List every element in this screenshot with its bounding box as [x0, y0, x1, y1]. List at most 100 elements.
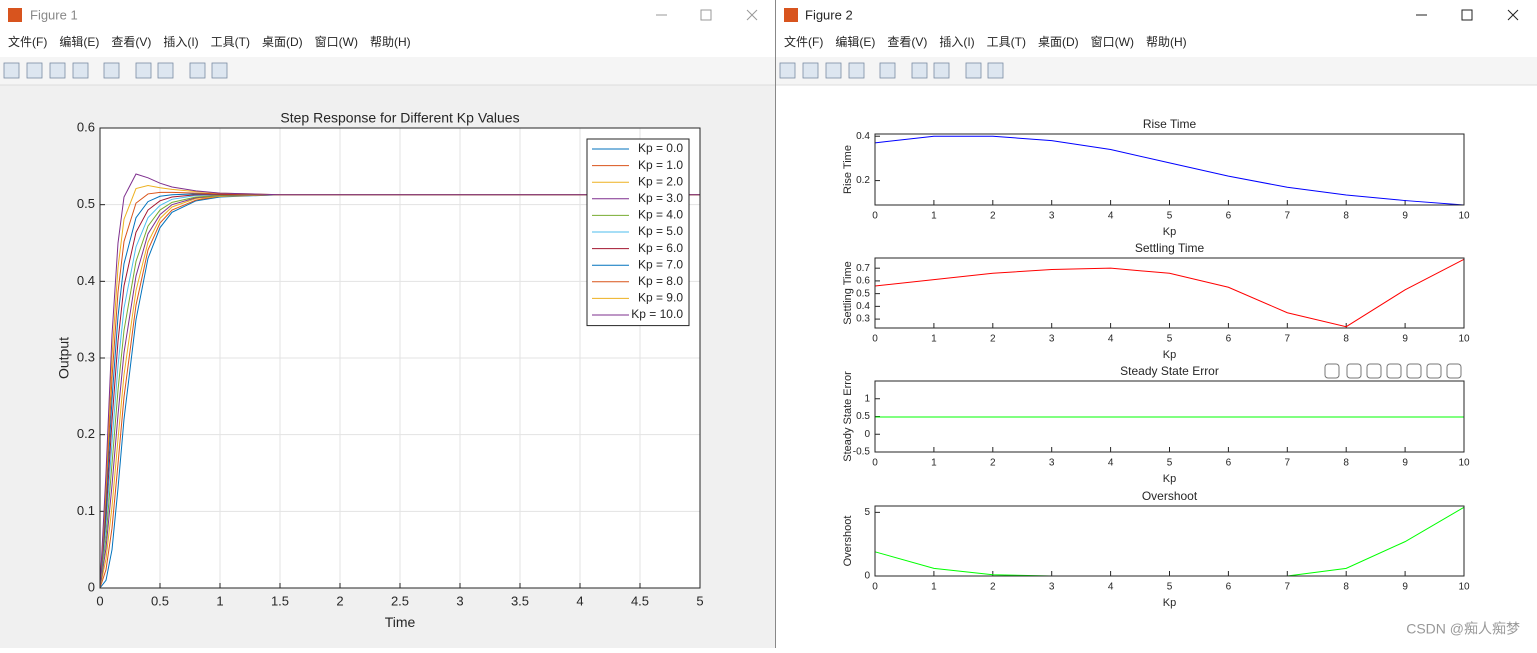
toolbar-button[interactable]: [157, 62, 174, 79]
toolbar-button[interactable]: [911, 62, 928, 79]
axes-toolbar-button[interactable]: [1324, 363, 1340, 379]
legend-label: Kp = 2.0: [638, 174, 683, 188]
legend-label: Kp = 4.0: [638, 208, 683, 222]
toolbar-button[interactable]: [879, 62, 896, 79]
maximize[interactable]: [1461, 9, 1473, 21]
menu-item[interactable]: 工具(T): [987, 35, 1026, 49]
y-tick-label: 0.2: [77, 426, 95, 441]
x-tick-label: 8: [1343, 582, 1349, 593]
menu-item[interactable]: 窗口(W): [1091, 35, 1134, 49]
menu-item[interactable]: 文件(F): [784, 34, 823, 49]
x-tick-label: 7: [1285, 334, 1291, 345]
toolbar-button[interactable]: [103, 62, 120, 79]
y-axis-label: Overshoot: [842, 516, 854, 567]
toolbar-button[interactable]: [987, 62, 1004, 79]
x-tick-label: 6: [1226, 334, 1232, 345]
toolbar-button[interactable]: [779, 62, 796, 79]
x-tick-label: 2.5: [391, 593, 409, 608]
legend-label: Kp = 1.0: [638, 158, 683, 172]
axes-toolbar-button[interactable]: [1346, 363, 1362, 379]
toolbar-button[interactable]: [26, 62, 43, 79]
y-axis-label: Output: [56, 337, 72, 379]
x-tick-label: 9: [1402, 582, 1408, 593]
menu-item[interactable]: 帮助(H): [370, 35, 411, 49]
y-tick-label: 0.3: [77, 349, 95, 364]
app-icon: [784, 8, 798, 22]
menu-item[interactable]: 查看(V): [111, 35, 151, 49]
x-tick-label: 4: [1108, 458, 1114, 469]
x-tick-label: 8: [1343, 458, 1349, 469]
x-tick-label: 8: [1343, 211, 1349, 222]
x-tick-label: 4: [1108, 211, 1114, 222]
x-tick-label: 4.5: [631, 593, 649, 608]
data-line: [99, 173, 700, 589]
toolbar-button[interactable]: [802, 62, 819, 79]
axes-toolbar-button[interactable]: [1446, 363, 1462, 379]
menu-item[interactable]: 插入(I): [163, 35, 198, 49]
toolbar-button[interactable]: [965, 62, 982, 79]
menu-item[interactable]: 窗口(W): [315, 35, 358, 49]
x-tick-label: 10: [1458, 334, 1470, 345]
menu-item[interactable]: 插入(I): [939, 35, 974, 49]
x-tick-label: 10: [1458, 211, 1470, 222]
x-tick-label: 1: [931, 334, 937, 345]
y-tick-label: 0.5: [856, 288, 870, 299]
x-tick-label: 0: [872, 334, 878, 345]
menu-item[interactable]: 桌面(D): [1038, 35, 1079, 49]
watermark: CSDN @痴人痴梦: [1406, 621, 1520, 637]
close[interactable]: [1507, 9, 1519, 21]
x-axis-label: Kp: [1163, 226, 1176, 238]
toolbar-button[interactable]: [211, 62, 228, 79]
legend-label: Kp = 6.0: [638, 241, 683, 255]
toolbar-button[interactable]: [933, 62, 950, 79]
x-tick-label: 8: [1343, 334, 1349, 345]
x-tick-label: 9: [1402, 334, 1408, 345]
menu-item[interactable]: 桌面(D): [262, 35, 303, 49]
axes-toolbar-button[interactable]: [1386, 363, 1402, 379]
menu-item[interactable]: 编辑(E): [835, 34, 875, 49]
x-tick-label: 5: [1167, 211, 1173, 222]
window-title: Figure 2: [805, 7, 853, 22]
menu-item[interactable]: 工具(T): [211, 35, 250, 49]
x-tick-label: 3: [456, 593, 463, 608]
x-tick-label: 2: [990, 334, 996, 345]
toolbar-button[interactable]: [848, 62, 865, 79]
y-tick-label: 0.5: [856, 411, 870, 422]
x-tick-label: 2: [336, 593, 343, 608]
data-line: [874, 135, 1465, 206]
chart-title: Settling Time: [1135, 241, 1205, 255]
menu-item[interactable]: 查看(V): [887, 35, 927, 49]
x-tick-label: 4: [1108, 582, 1114, 593]
axes-toolbar-button[interactable]: [1426, 363, 1442, 379]
axes-box: [99, 127, 701, 589]
axes-toolbar-button[interactable]: [1406, 363, 1422, 379]
close[interactable]: [746, 9, 758, 21]
x-tick-label: 7: [1285, 211, 1291, 222]
x-tick-label: 9: [1402, 211, 1408, 222]
y-axis-label: Steady State Error: [842, 371, 854, 462]
maximize[interactable]: [700, 9, 712, 21]
app-icon: [8, 8, 22, 22]
x-tick-label: 5: [696, 593, 703, 608]
x-tick-label: 1: [931, 582, 937, 593]
axes-box: [874, 380, 1465, 453]
menu-item[interactable]: 帮助(H): [1146, 35, 1187, 49]
y-tick-label: 0: [864, 429, 870, 440]
toolbar-button[interactable]: [3, 62, 20, 79]
toolbar-button[interactable]: [189, 62, 206, 79]
x-tick-label: 0: [96, 593, 103, 608]
y-tick-label: 0.5: [77, 196, 95, 211]
toolbar-button[interactable]: [825, 62, 842, 79]
axes-box: [874, 505, 1465, 577]
toolbar-button[interactable]: [135, 62, 152, 79]
x-tick-label: 0: [872, 458, 878, 469]
toolbar-button[interactable]: [72, 62, 89, 79]
y-tick-label: 0.2: [856, 175, 870, 186]
toolbar-button[interactable]: [49, 62, 66, 79]
menu-item[interactable]: 文件(F): [8, 34, 47, 49]
axes: [875, 506, 1464, 576]
menu-item[interactable]: 编辑(E): [59, 34, 99, 49]
x-axis-label: Kp: [1163, 349, 1176, 361]
axes-toolbar-button[interactable]: [1366, 363, 1382, 379]
axes-box: [874, 133, 1465, 206]
